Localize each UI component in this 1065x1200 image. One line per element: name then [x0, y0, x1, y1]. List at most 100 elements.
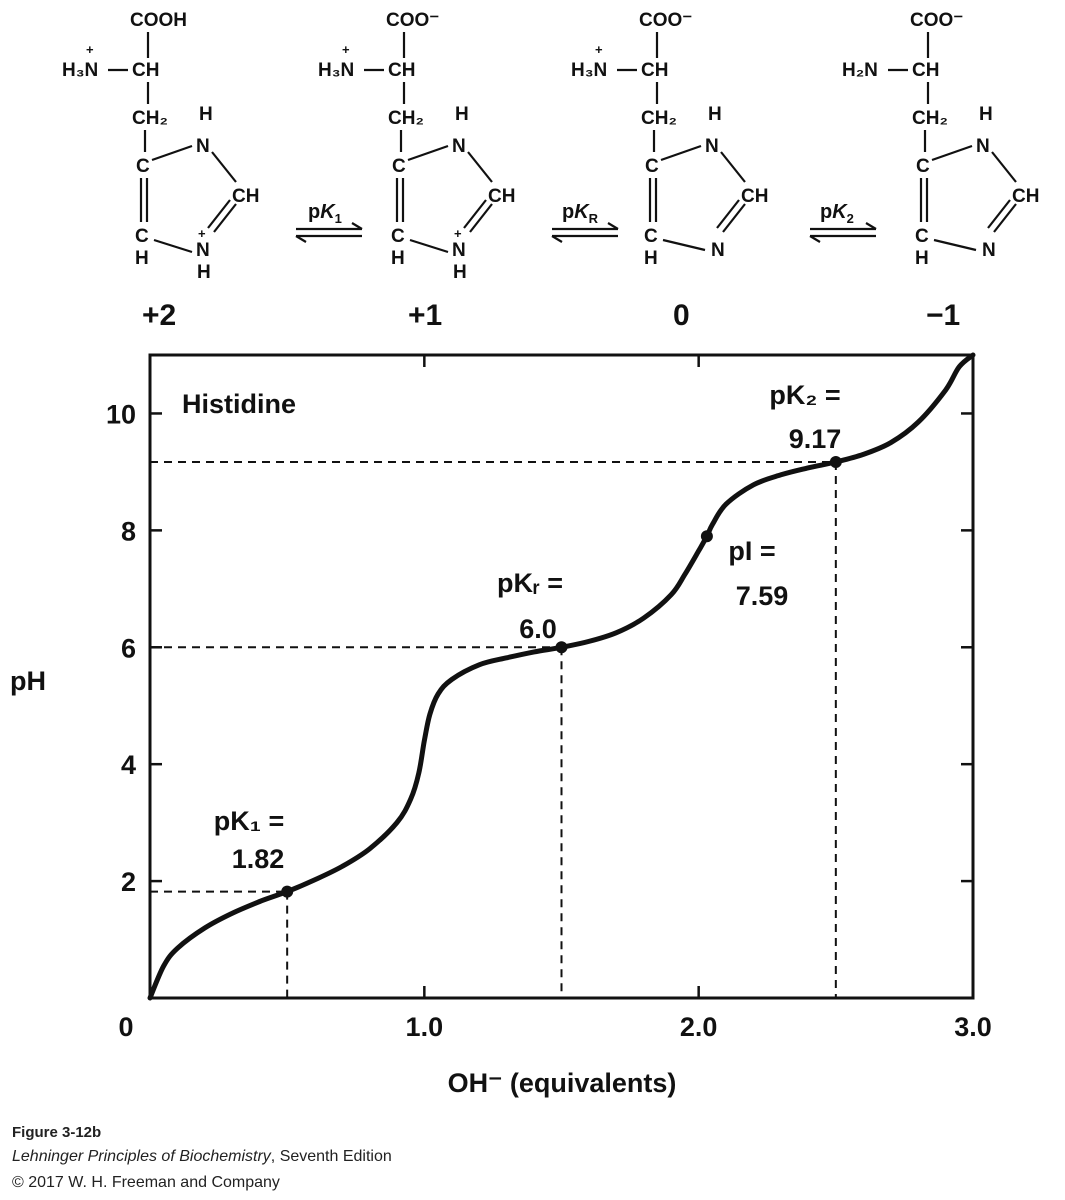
svg-text:pK1: pK1: [308, 201, 342, 226]
amino-group: H₃N: [571, 60, 607, 81]
x-tick-label: 2.0: [680, 1012, 718, 1042]
amino-charge: +: [595, 42, 603, 57]
eq-p: p: [820, 201, 832, 223]
ring-carbon-bottom: C: [391, 226, 405, 247]
beta-carbon: CH₂: [912, 108, 948, 129]
carboxyl-group: COO⁻: [910, 10, 963, 31]
carboxyl-group: COOH: [130, 10, 187, 31]
pk1-label-line1: pK₁ =: [214, 806, 284, 836]
ring-carbon-h: H: [135, 248, 149, 269]
svg-text:pK2: pK2: [820, 201, 854, 226]
ring-nh: N: [705, 136, 719, 157]
alpha-carbon: CH: [641, 60, 668, 81]
ring-carbon-bottom: C: [644, 226, 658, 247]
x-tick-label: 3.0: [954, 1012, 992, 1042]
eq-p: p: [308, 201, 320, 223]
y-tick-label: 10: [106, 399, 136, 429]
ring-nh-h: H: [199, 104, 213, 125]
key-points: [281, 455, 842, 898]
guide-lines: [150, 460, 837, 998]
equilibrium-pk1: pK1: [295, 201, 363, 243]
carboxyl-group: COO⁻: [386, 10, 439, 31]
amino-charge: +: [342, 42, 350, 57]
net-charge: 0: [673, 299, 690, 332]
ring-carbon-bottom: C: [915, 226, 929, 247]
titration-curve: [147, 352, 976, 1001]
ring-n: N: [452, 240, 466, 261]
x-tick-label: 1.0: [406, 1012, 444, 1042]
ring-ch: CH: [232, 186, 259, 207]
ring-nh-h: H: [708, 104, 722, 125]
ring-n-h: H: [453, 262, 467, 283]
amino-group: H₃N: [62, 60, 98, 81]
pk2-label-value: 9.17: [789, 424, 842, 454]
eq-sub: 1: [335, 211, 342, 226]
pk2-label-line1: pK₂ =: [769, 380, 840, 410]
ring-carbon-top: C: [916, 156, 930, 177]
alpha-carbon: CH: [132, 60, 159, 81]
pi-label-value: 7.59: [736, 581, 789, 611]
amino-group: H₃N: [318, 60, 354, 81]
ring-nh: N: [976, 136, 990, 157]
structure-zero: COO⁻ + H₃N CH CH₂ C H N CH N C H 0: [571, 10, 768, 332]
figure-number: Figure 3-12b: [12, 1124, 102, 1141]
y-tick-label: 4: [121, 750, 136, 780]
amino-charge: +: [86, 42, 94, 57]
net-charge: −1: [926, 299, 960, 332]
ring-carbon-bottom: C: [135, 226, 149, 247]
eq-p: p: [562, 201, 574, 223]
net-charge: +2: [142, 299, 176, 332]
beta-carbon: CH₂: [641, 108, 677, 129]
ring-n: N: [982, 240, 996, 261]
ring-ch: CH: [488, 186, 515, 207]
ring-carbon-h: H: [915, 248, 929, 269]
alpha-carbon: CH: [388, 60, 415, 81]
amino-group: H₂N: [842, 60, 878, 81]
ring-nh-h: H: [455, 104, 469, 125]
ring-nh-h: H: [979, 104, 993, 125]
ring-carbon-h: H: [644, 248, 658, 269]
eq-k: K: [832, 201, 848, 223]
ring-n: N: [196, 240, 210, 261]
ring-carbon-top: C: [392, 156, 406, 177]
pk1-label-value: 1.82: [232, 844, 285, 874]
carboxyl-group: COO⁻: [639, 10, 692, 31]
ring-carbon-h: H: [391, 248, 405, 269]
pI-point: [700, 530, 713, 543]
ring-n-h: H: [197, 262, 211, 283]
y-tick-label: 8: [121, 516, 136, 546]
eq-k: K: [320, 201, 336, 223]
equilibrium-pk2: pK2: [809, 201, 877, 243]
pkr-label-value: 6.0: [519, 614, 557, 644]
eq-sub: R: [589, 211, 599, 226]
axis-ticks: 2 4 6 8 10 0 1.0 2.0 3.0: [106, 355, 992, 1042]
ring-nh: N: [196, 136, 210, 157]
alpha-carbon: CH: [912, 60, 939, 81]
eq-k: K: [574, 201, 590, 223]
pkr-label-line1: pKᵣ =: [497, 568, 563, 598]
ring-n: N: [711, 240, 725, 261]
structure-minus1: COO⁻ H₂N CH CH₂ C H N CH N C H −1: [842, 10, 1039, 332]
svg-text:pKR: pKR: [562, 201, 599, 226]
eq-sub: 2: [847, 211, 854, 226]
beta-carbon: CH₂: [132, 108, 168, 129]
book-title: Lehninger Principles of Biochemistry: [12, 1148, 271, 1165]
structure-plus1: COO⁻ + H₃N CH CH₂ C H N CH + N H C H +1: [318, 10, 515, 332]
x-axis-label: OH⁻ (equivalents): [448, 1068, 677, 1098]
pK2-point: [829, 455, 842, 468]
ring-carbon-top: C: [645, 156, 659, 177]
book-edition: , Seventh Edition: [270, 1148, 392, 1165]
ring-n-charge: +: [454, 226, 462, 241]
y-axis-label: pH: [10, 666, 46, 696]
pK1-point: [281, 885, 294, 898]
ring-ch: CH: [1012, 186, 1039, 207]
chart-title: Histidine: [182, 389, 296, 419]
copyright: © 2017 W. H. Freeman and Company: [12, 1174, 280, 1191]
ring-n-charge: +: [198, 226, 206, 241]
beta-carbon: CH₂: [388, 108, 424, 129]
equilibrium-pkr: pKR: [551, 201, 619, 243]
x-tick-label: 0: [118, 1012, 133, 1042]
ring-carbon-top: C: [136, 156, 150, 177]
y-tick-label: 2: [121, 867, 136, 897]
